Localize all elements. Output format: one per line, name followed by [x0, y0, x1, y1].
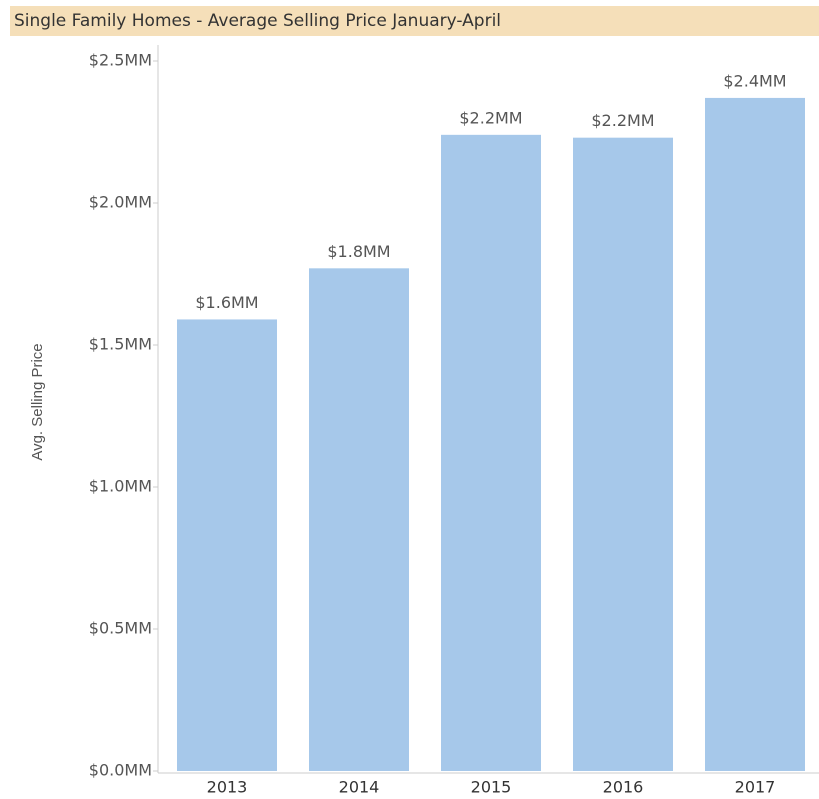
y-tick-label: $1.0MM — [89, 477, 152, 496]
y-tick-label: $2.0MM — [89, 193, 152, 212]
y-tick-label: $0.0MM — [89, 761, 152, 780]
y-tick-label: $0.5MM — [89, 619, 152, 638]
bar — [441, 134, 541, 772]
y-axis-label: Avg. Selling Price — [29, 343, 46, 460]
bar — [177, 319, 277, 771]
value-label: $2.2MM — [591, 111, 654, 130]
x-tick-label: 2014 — [339, 778, 380, 797]
y-tick-label: $1.5MM — [89, 335, 152, 354]
title-band — [10, 6, 819, 36]
value-label: $1.8MM — [327, 242, 390, 261]
bar — [309, 268, 409, 771]
x-tick-label: 2017 — [735, 778, 776, 797]
x-tick-label: 2013 — [207, 778, 248, 797]
bar — [573, 137, 673, 771]
bar — [705, 97, 805, 772]
value-label: $2.2MM — [459, 108, 522, 127]
y-tick-label: $2.5MM — [89, 51, 152, 70]
value-label: $1.6MM — [195, 293, 258, 312]
chart-title: Single Family Homes - Average Selling Pr… — [14, 11, 501, 31]
x-tick-label: 2015 — [471, 778, 512, 797]
value-label: $2.4MM — [723, 71, 786, 90]
x-tick-label: 2016 — [603, 778, 644, 797]
